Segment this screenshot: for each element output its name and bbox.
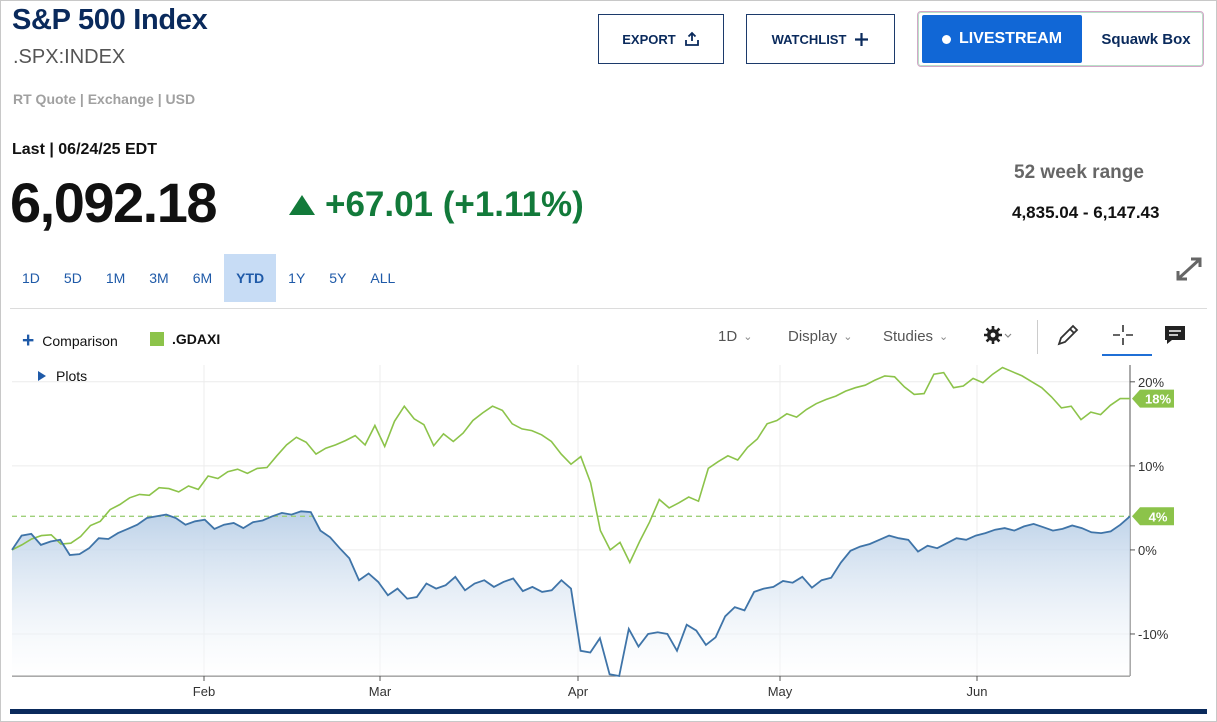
export-button[interactable]: EXPORT xyxy=(598,14,724,64)
upload-icon xyxy=(684,31,700,47)
last-label: Last | 06/24/25 EDT xyxy=(12,141,157,158)
x-tick-label: May xyxy=(768,684,793,699)
quote-meta: RT Quote | Exchange | USD xyxy=(13,91,196,107)
display-dropdown[interactable]: Display ⌄ xyxy=(788,328,852,345)
period-ytd[interactable]: YTD xyxy=(224,254,277,302)
x-tick-label: Apr xyxy=(568,684,589,699)
page-title: S&P 500 Index xyxy=(12,4,208,36)
range-label: 52 week range xyxy=(1014,162,1144,183)
display-label: Display xyxy=(788,328,838,345)
period-6m[interactable]: 6M xyxy=(192,270,213,286)
period-1m[interactable]: 1M xyxy=(105,270,126,286)
interval-dropdown[interactable]: 1D ⌄ xyxy=(718,328,752,345)
livestream-label: LIVESTREAM xyxy=(958,30,1063,47)
spx-line xyxy=(11,510,1131,678)
interval-label: 1D xyxy=(718,328,738,345)
crosshair-icon[interactable] xyxy=(1108,320,1138,350)
chevron-down-icon: ⌄ xyxy=(743,331,753,343)
period-5y[interactable]: 5Y xyxy=(329,270,347,286)
export-label: EXPORT xyxy=(622,31,676,47)
watchlist-label: WATCHLIST xyxy=(771,31,847,47)
live-dot-icon xyxy=(941,34,951,44)
legend-label: .GDAXI xyxy=(172,331,221,347)
legend-gdaxi[interactable]: .GDAXI xyxy=(150,331,220,347)
chevron-down-icon: ⌄ xyxy=(843,331,853,343)
plots-toggle[interactable]: Plots xyxy=(38,368,87,384)
gear-icon[interactable] xyxy=(982,320,1012,350)
period-3m[interactable]: 3M xyxy=(149,270,169,286)
gdaxi-line xyxy=(11,366,1130,565)
plots-label: Plots xyxy=(56,368,88,384)
period-1d[interactable]: 1D xyxy=(22,270,40,286)
watchlist-button[interactable]: WATCHLIST xyxy=(746,14,895,64)
comment-icon[interactable] xyxy=(1160,320,1190,350)
triangle-right-icon xyxy=(38,371,46,381)
toolbar-separator xyxy=(1037,320,1038,354)
range-value: 4,835.04 - 6,147.43 xyxy=(1012,203,1160,222)
active-tool-indicator xyxy=(1102,354,1152,356)
x-tick-label: Feb xyxy=(193,684,215,699)
period-selector: 1D 5D 1M 3M 6M YTD 1Y 5Y ALL xyxy=(10,254,407,302)
last-price: 6,092.18 xyxy=(10,171,217,234)
up-arrow-icon xyxy=(289,195,315,215)
y-tick-label: 0% xyxy=(1138,543,1157,558)
y-tick-label: -10% xyxy=(1138,627,1169,642)
gdaxi-end-tag-text: 18% xyxy=(1145,392,1171,407)
studies-label: Studies xyxy=(883,328,934,345)
period-1y[interactable]: 1Y xyxy=(288,270,306,286)
y-tick-label: 10% xyxy=(1138,459,1164,474)
spx-end-tag-bg xyxy=(1132,507,1174,526)
x-tick-label: Jun xyxy=(967,684,988,699)
spx-end-tag-text: 4% xyxy=(1149,509,1168,524)
comparison-label: Comparison xyxy=(42,332,118,349)
period-all[interactable]: ALL xyxy=(370,270,396,286)
legend-swatch xyxy=(150,332,164,346)
plus-icon xyxy=(854,32,869,47)
pencil-icon[interactable] xyxy=(1053,320,1083,350)
ticker-symbol: .SPX:INDEX xyxy=(13,46,126,68)
chevron-down-icon: ⌄ xyxy=(939,331,949,343)
price-change: +67.01 (+1.11%) xyxy=(289,185,584,225)
plus-icon: + xyxy=(22,329,35,352)
livestream-panel: LIVESTREAM Squawk Box xyxy=(917,11,1204,67)
section-divider xyxy=(10,308,1207,309)
studies-dropdown[interactable]: Studies ⌄ xyxy=(883,328,948,345)
comparison-button[interactable]: + Comparison xyxy=(22,330,118,351)
price-change-value: +67.01 (+1.11%) xyxy=(325,185,584,224)
expand-icon[interactable] xyxy=(1172,254,1206,284)
squawk-box-link[interactable]: Squawk Box xyxy=(1101,30,1191,48)
livestream-button[interactable]: LIVESTREAM xyxy=(922,15,1082,63)
gdaxi-end-tag-bg xyxy=(1132,389,1174,408)
bottom-bar xyxy=(10,709,1207,714)
period-5d[interactable]: 5D xyxy=(63,270,82,286)
x-tick-label: Mar xyxy=(369,684,392,699)
y-tick-label: 20% xyxy=(1138,375,1164,390)
